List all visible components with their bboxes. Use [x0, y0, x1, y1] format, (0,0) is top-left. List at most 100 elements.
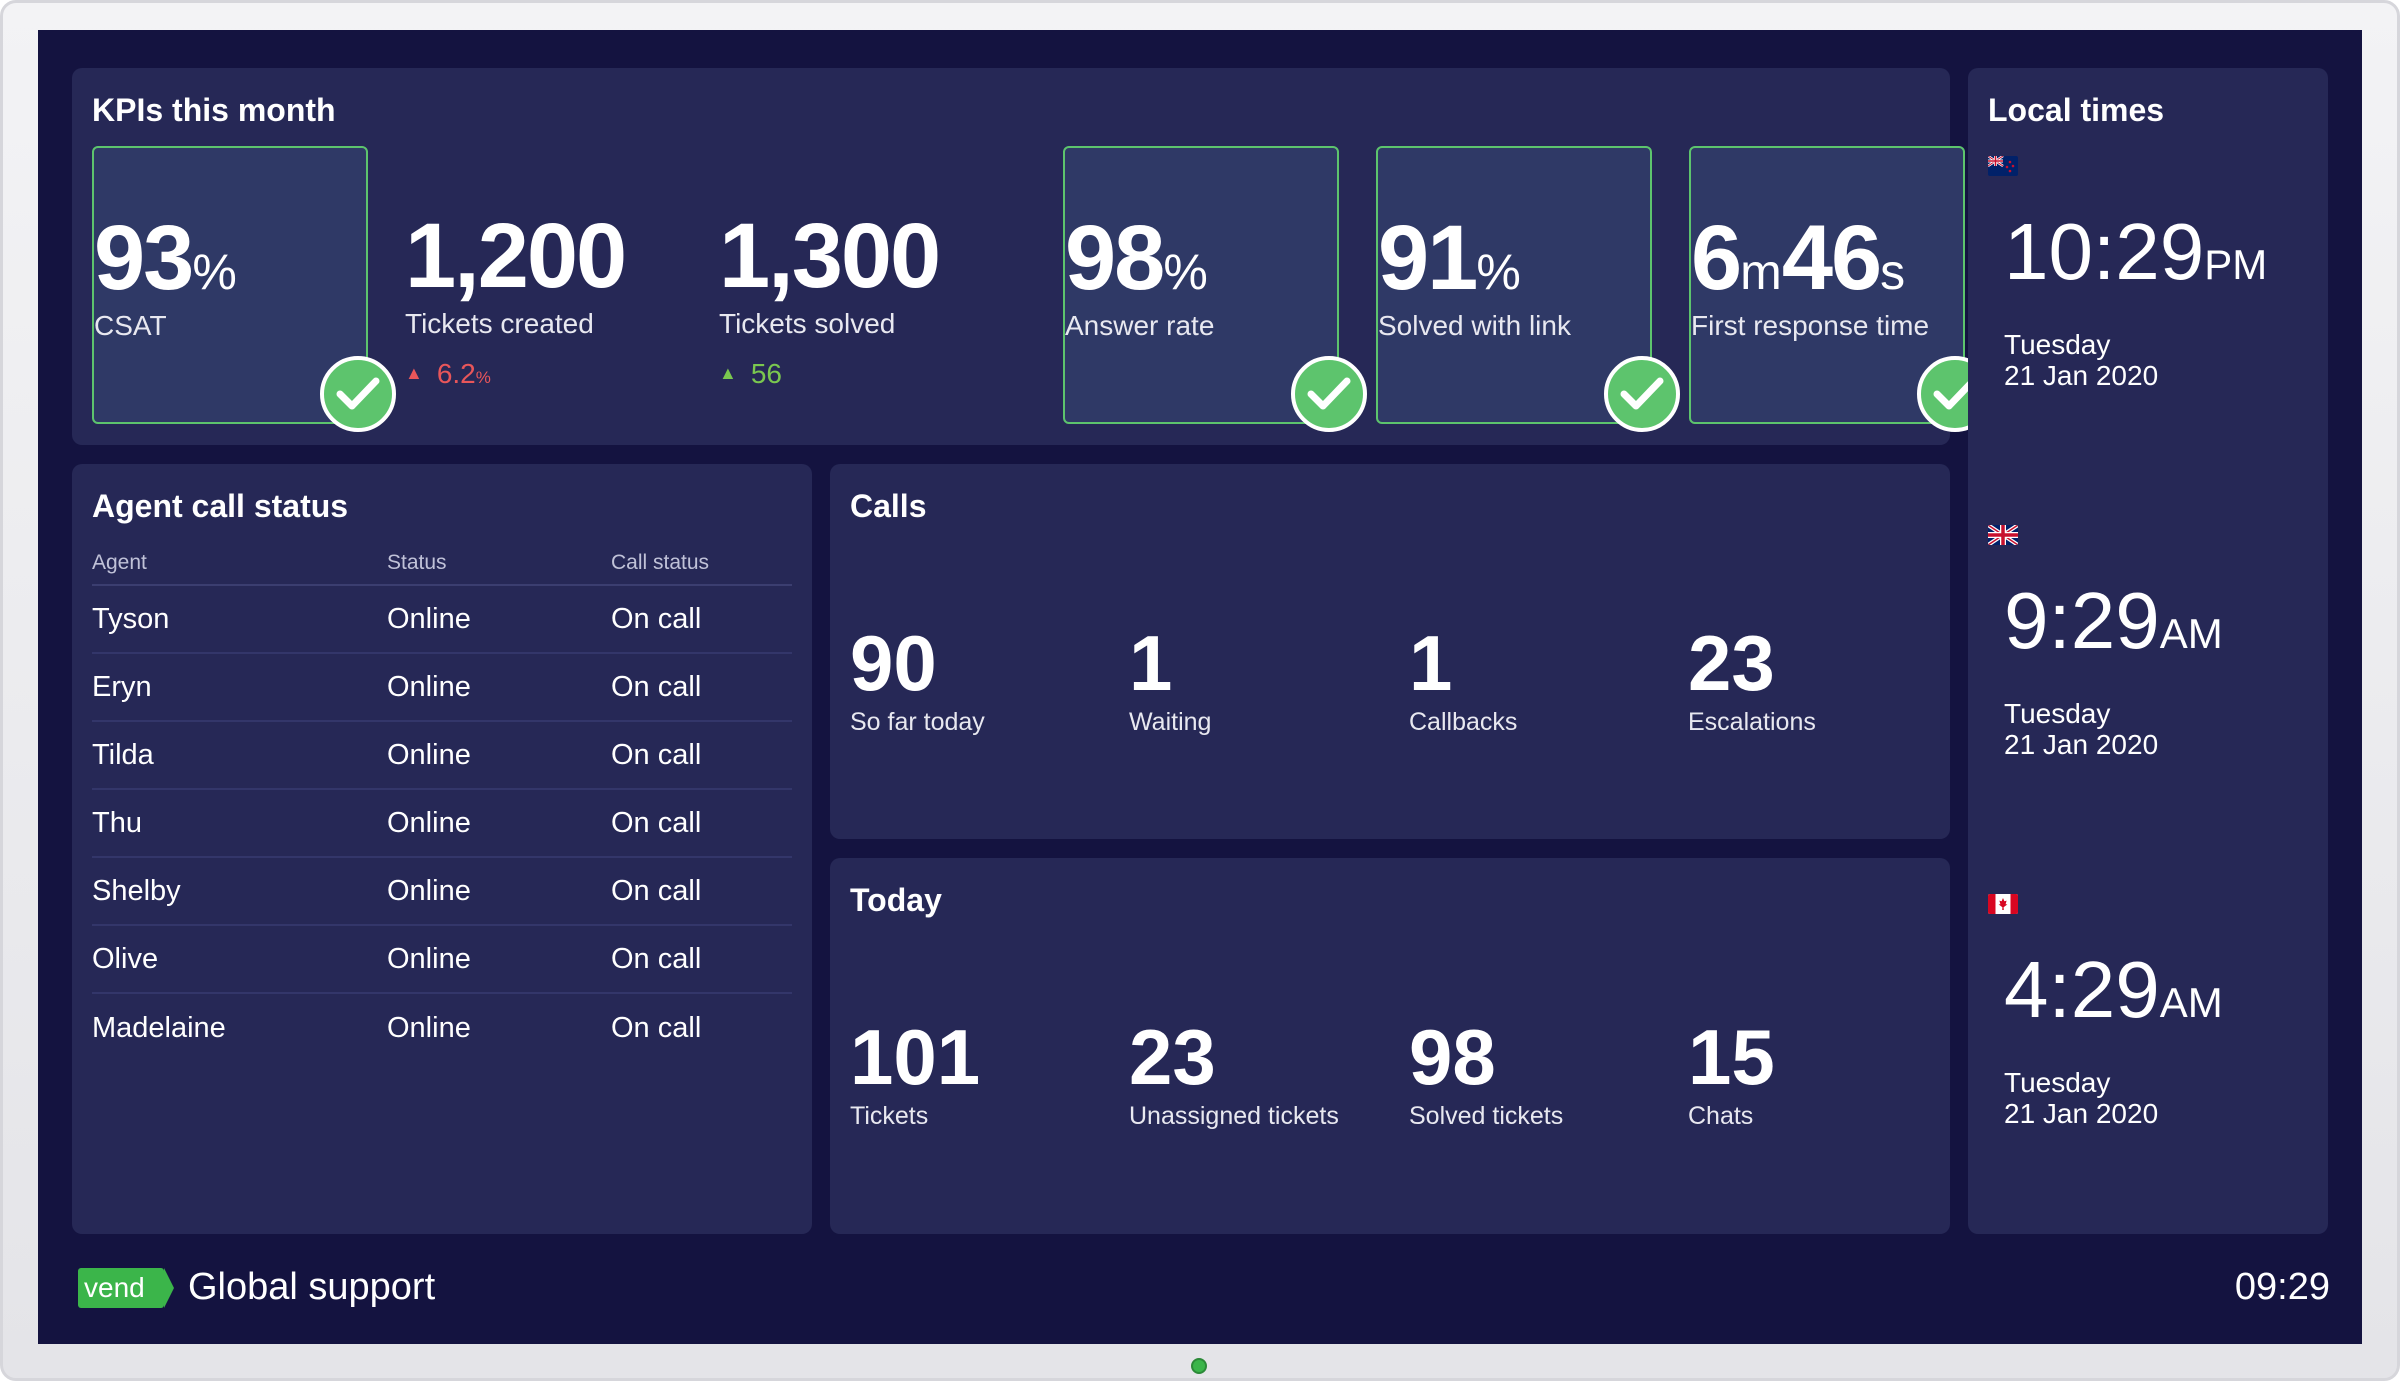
- agent-name: Madelaine: [92, 1011, 226, 1044]
- kpi-tickets-solved-trend: ▲ 56: [719, 358, 782, 389]
- timezone-date: Tuesday 21 Jan 2020: [2004, 698, 2159, 760]
- today-stat-tickets: 101 Tickets: [850, 1018, 1130, 1131]
- table-row: Tyson Online On call: [92, 586, 792, 654]
- today-panel-title: Today: [850, 882, 942, 918]
- today-panel: Today 101 Tickets 23 Unassigned tickets …: [830, 858, 1950, 1234]
- check-icon: [320, 356, 396, 432]
- agent-status: Online: [387, 874, 471, 907]
- kpi-solved-with-link-value: 91%: [1378, 207, 1521, 309]
- kpi-tickets-solved-value: 1,300: [719, 205, 941, 307]
- kpi-tickets-created-value: 1,200: [405, 205, 627, 307]
- kpi-csat: 93% CSAT: [92, 146, 396, 432]
- kpi-first-response-time: 6m46s First response time: [1689, 146, 1993, 432]
- kpi-first-response-time-label: First response time: [1691, 310, 1930, 341]
- agent-call-status: On call: [611, 602, 702, 635]
- agent-status: Online: [387, 942, 471, 975]
- agent-call-status-panel: Agent call status Agent Status Call stat…: [72, 464, 812, 1234]
- kpi-tickets-solved-label: Tickets solved: [719, 308, 896, 339]
- stat-value: 98: [1409, 1013, 1496, 1101]
- kpi-panel: KPIs this month 93% CSAT 1,200 Tickets c…: [72, 68, 1993, 445]
- vend-logo: vend: [78, 1268, 174, 1308]
- stat-label: Waiting: [1129, 708, 1212, 736]
- today-stat-solved-tickets: 98 Solved tickets: [1409, 1018, 1689, 1131]
- agent-name: Tyson: [92, 602, 170, 635]
- kpi-answer-rate-value: 98%: [1065, 207, 1208, 309]
- timezone-time: 9:29AM: [2004, 576, 2223, 665]
- agent-call-status: On call: [611, 1011, 702, 1044]
- kpi-solved-with-link-label: Solved with link: [1378, 310, 1571, 341]
- table-row: Thu Online On call: [92, 790, 792, 858]
- kpi-answer-rate: 98% Answer rate: [1063, 146, 1367, 432]
- agent-panel-title: Agent call status: [92, 488, 349, 524]
- table-row: Tilda Online On call: [92, 722, 792, 790]
- column-header-call-status: Call status: [611, 551, 710, 574]
- agent-call-status: On call: [611, 806, 702, 839]
- kpi-tickets-solved: 1,300 Tickets solved ▲ 56: [719, 146, 995, 424]
- agent-call-status: On call: [611, 738, 702, 771]
- check-icon: [1604, 356, 1680, 432]
- table-row: Olive Online On call: [92, 926, 792, 994]
- table-row: Eryn Online On call: [92, 654, 792, 722]
- local-times-panel: Local times 10:29PM Tuesday 21 Jan 2020 9…: [1968, 68, 2328, 1234]
- agent-status: Online: [387, 1011, 471, 1044]
- agent-call-status: On call: [611, 942, 702, 975]
- stat-label: Solved tickets: [1409, 1102, 1564, 1130]
- dashboard-title: Global support: [188, 1266, 436, 1308]
- agent-name: Shelby: [92, 874, 181, 907]
- agent-call-status: On call: [611, 670, 702, 703]
- footer-clock: 09:29: [2234, 1266, 2330, 1308]
- stat-value: 23: [1129, 1013, 1216, 1101]
- kpi-csat-value: 93%: [94, 207, 237, 309]
- trend-up-arrow-icon: ▲: [719, 363, 737, 383]
- column-header-status: Status: [387, 551, 447, 574]
- stat-value: 90: [850, 619, 937, 707]
- calls-stat-so-far-today: 90 So far today: [850, 624, 1130, 737]
- stat-value: 1: [1129, 619, 1173, 707]
- united-kingdom-flag-icon: [1988, 525, 2018, 545]
- kpi-csat-label: CSAT: [94, 310, 167, 341]
- trend-up-arrow-icon: ▲: [405, 363, 423, 383]
- timezone-date: Tuesday 21 Jan 2020: [2004, 329, 2159, 391]
- kpi-tickets-created-trend: ▲ 6.2%: [405, 358, 491, 389]
- agent-name: Olive: [92, 942, 159, 975]
- agent-name: Thu: [92, 806, 142, 839]
- calls-panel-title: Calls: [850, 488, 927, 524]
- stat-label: Unassigned tickets: [1129, 1102, 1339, 1130]
- agent-status: Online: [387, 602, 471, 635]
- agent-name: Tilda: [92, 738, 154, 771]
- kpi-panel-title: KPIs this month: [92, 92, 336, 128]
- kpi-tickets-created-label: Tickets created: [405, 308, 594, 339]
- kpi-solved-with-link: 91% Solved with link: [1376, 146, 1680, 432]
- local-times-title: Local times: [1988, 92, 2165, 128]
- timezone-united-kingdom: 9:29AM Tuesday 21 Jan 2020: [1988, 525, 2308, 760]
- calls-panel: Calls 90 So far today 1 Waiting 1 Callba…: [830, 464, 1950, 839]
- column-header-agent: Agent: [92, 551, 147, 574]
- stat-label: Callbacks: [1409, 708, 1518, 736]
- calls-stat-escalations: 23 Escalations: [1688, 624, 1968, 737]
- agent-table: Agent Status Call status Tyson Online On…: [92, 542, 792, 1062]
- timezone-new-zealand: 10:29PM Tuesday 21 Jan 2020: [1988, 156, 2308, 391]
- timezone-time: 4:29AM: [2004, 945, 2223, 1034]
- kpi-answer-rate-label: Answer rate: [1065, 310, 1215, 341]
- calls-stat-waiting: 1 Waiting: [1129, 624, 1409, 737]
- kpi-tickets-created: 1,200 Tickets created ▲ 6.2%: [405, 146, 681, 424]
- agent-status: Online: [387, 670, 471, 703]
- agent-name: Eryn: [92, 670, 152, 703]
- agent-call-status: On call: [611, 874, 702, 907]
- agent-status: Online: [387, 806, 471, 839]
- table-row: Madelaine Online On call: [92, 994, 792, 1062]
- stat-value: 23: [1688, 619, 1775, 707]
- stat-value: 1: [1409, 619, 1453, 707]
- timezone-date: Tuesday 21 Jan 2020: [2004, 1067, 2159, 1129]
- stat-value: 15: [1688, 1013, 1775, 1101]
- canada-flag-icon: [1988, 894, 2018, 914]
- dashboard-screen: KPIs this month 93% CSAT 1,200 Tickets c…: [38, 30, 2362, 1344]
- agent-table-header: Agent Status Call status: [92, 542, 792, 586]
- stat-label: Escalations: [1688, 708, 1816, 736]
- today-stat-chats: 15 Chats: [1688, 1018, 1968, 1131]
- kpi-first-response-time-value: 6m46s: [1691, 207, 1906, 309]
- calls-stat-callbacks: 1 Callbacks: [1409, 624, 1689, 737]
- check-icon: [1291, 356, 1367, 432]
- stat-label: Tickets: [850, 1102, 929, 1130]
- status-led: [1191, 1358, 1207, 1374]
